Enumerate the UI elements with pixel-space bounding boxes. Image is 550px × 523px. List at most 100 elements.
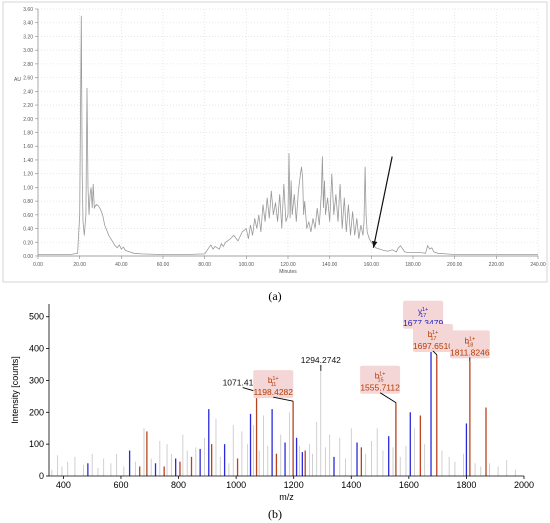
y-tick-label: 0 bbox=[39, 471, 44, 481]
y-axis-label: AU bbox=[14, 77, 21, 83]
chromatogram-chart: 0.00 0.20 0.40 0.60 0.80 1.00 1.20 1.40 1.60 1.80… bbox=[2, 1, 548, 283]
x-tick-label: 80.00 bbox=[198, 262, 211, 268]
x-tick-label: 20.00 bbox=[73, 262, 86, 268]
leader-line bbox=[379, 392, 397, 404]
ion-label: y1+ 17 bbox=[418, 307, 428, 319]
leader-line bbox=[273, 396, 294, 402]
ion-type: b bbox=[268, 376, 273, 385]
ion-type: b bbox=[464, 336, 469, 345]
ms-spectrum-panel: 400 600 800 1000 1200 1400 1600 1800 2000 0 100 200… bbox=[0, 300, 550, 523]
x-tick-label: 2000 bbox=[514, 480, 534, 490]
y-tick-label: 300 bbox=[29, 375, 44, 385]
y-tick-label: 1.20 bbox=[23, 172, 33, 178]
y-tick-label: 1.00 bbox=[23, 185, 33, 191]
ion-type: y bbox=[418, 307, 422, 316]
ion-index: 15 bbox=[377, 378, 383, 384]
arrow-shaft bbox=[372, 156, 393, 248]
y-tick-label: 3.40 bbox=[23, 21, 33, 27]
annotation-bg bbox=[412, 323, 453, 352]
y-tick-label: 3.00 bbox=[23, 48, 33, 54]
ion-charge: 1+ bbox=[469, 336, 475, 342]
ion-label: b1+ 17 bbox=[428, 330, 439, 342]
annotation-bg bbox=[253, 370, 294, 399]
x-tick-label: 0.00 bbox=[33, 262, 43, 268]
annotation-bg bbox=[403, 300, 444, 329]
x-tick-label: 800 bbox=[171, 480, 186, 490]
x-tick-label: 600 bbox=[113, 480, 128, 490]
ion-charge: 1+ bbox=[422, 307, 428, 313]
ion-label: b1+ 11 bbox=[268, 376, 279, 388]
ion-type: b bbox=[428, 330, 433, 339]
ms-spectrum-chart: 400 600 800 1000 1200 1400 1600 1800 2000 0 100 200… bbox=[10, 300, 534, 502]
x-tick-label: 240.00 bbox=[530, 262, 546, 268]
x-tick-label: 220.00 bbox=[489, 262, 505, 268]
x-tick-label: 40.00 bbox=[115, 262, 128, 268]
y-tick-label: 3.20 bbox=[23, 34, 33, 40]
x-tick-label: 1800 bbox=[456, 480, 476, 490]
y-tick-label: 2.80 bbox=[23, 62, 33, 68]
peak-annotation: 1294.2742 bbox=[301, 355, 341, 371]
x-tick-label: 160.00 bbox=[364, 262, 380, 268]
x-tick-label: 400 bbox=[56, 480, 71, 490]
x-tick-label: 120.00 bbox=[280, 262, 296, 268]
y-tick-label: 1.80 bbox=[23, 131, 33, 137]
x-tick-label: 180.00 bbox=[405, 262, 421, 268]
ion-charge: 1+ bbox=[379, 372, 385, 378]
chart-frame bbox=[2, 1, 548, 283]
ion-index: 18 bbox=[467, 342, 473, 348]
y-tick-label: 500 bbox=[29, 312, 44, 322]
caption-a: (a) bbox=[268, 289, 282, 303]
x-tick-label: 1200 bbox=[284, 480, 304, 490]
ion-index: 17 bbox=[430, 336, 436, 342]
x-tick-label: 60.00 bbox=[157, 262, 170, 268]
y-tick-label: 2.40 bbox=[23, 89, 33, 95]
y-tick-label: 2.60 bbox=[23, 76, 33, 82]
y-tick-label: 0.00 bbox=[23, 254, 33, 260]
ion-charge: 1+ bbox=[432, 330, 438, 336]
y-tick-label: 1.40 bbox=[23, 158, 33, 164]
x-axis-label: m/z bbox=[279, 492, 294, 502]
y-axis-label: Intensity [counts] bbox=[10, 356, 20, 424]
y-tick-label: 0.60 bbox=[23, 213, 33, 219]
arrow-head bbox=[372, 240, 378, 248]
y-tick-label: 2.20 bbox=[23, 103, 33, 109]
y-tick-label: 0.20 bbox=[23, 240, 33, 246]
annotation-bg bbox=[449, 330, 490, 359]
ion-label: b1+ 18 bbox=[464, 336, 475, 348]
y-tick-label: 1.60 bbox=[23, 144, 33, 150]
x-tick-label: 1400 bbox=[341, 480, 361, 490]
ion-label: b1+ 15 bbox=[375, 372, 386, 384]
x-tick-label: 100.00 bbox=[239, 262, 255, 268]
mz-label: 1198.4282 bbox=[253, 387, 293, 397]
y-tick-label: 400 bbox=[29, 344, 44, 354]
y-tick-label: 200 bbox=[29, 407, 44, 417]
mz-label: 1811.8246 bbox=[450, 347, 490, 357]
y-tick-label: 100 bbox=[29, 439, 44, 449]
chromatogram-panel: 0.00 0.20 0.40 0.60 0.80 1.00 1.20 1.40 1.60 1.80… bbox=[2, 1, 548, 283]
x-tick-label: 1600 bbox=[399, 480, 419, 490]
mz-label: 1555.7112 bbox=[360, 383, 400, 393]
mz-label: 1071.4187 bbox=[223, 378, 263, 388]
y-tick-label: 2.00 bbox=[23, 117, 33, 123]
y-tick-label: 3.60 bbox=[23, 7, 33, 13]
ion-type: b bbox=[375, 372, 380, 381]
x-tick-label: 1000 bbox=[226, 480, 246, 490]
mz-label: 1294.2742 bbox=[301, 355, 341, 365]
ion-index: 11 bbox=[271, 382, 277, 388]
ion-index: 17 bbox=[420, 313, 426, 319]
x-tick-label: 200.00 bbox=[447, 262, 463, 268]
y-tick-label: 0.40 bbox=[23, 227, 33, 233]
annotation-bg bbox=[360, 365, 401, 394]
leader-line bbox=[432, 350, 438, 356]
y-tick-label: 0.80 bbox=[23, 199, 33, 205]
ion-charge: 1+ bbox=[272, 376, 278, 382]
x-tick-label: 140.00 bbox=[322, 262, 338, 268]
x-axis-label: Minutes bbox=[279, 269, 297, 275]
mz-label: 1697.6510 bbox=[413, 341, 453, 351]
caption-b: (b) bbox=[268, 507, 282, 521]
mz-label: 1677.3479 bbox=[403, 318, 443, 328]
